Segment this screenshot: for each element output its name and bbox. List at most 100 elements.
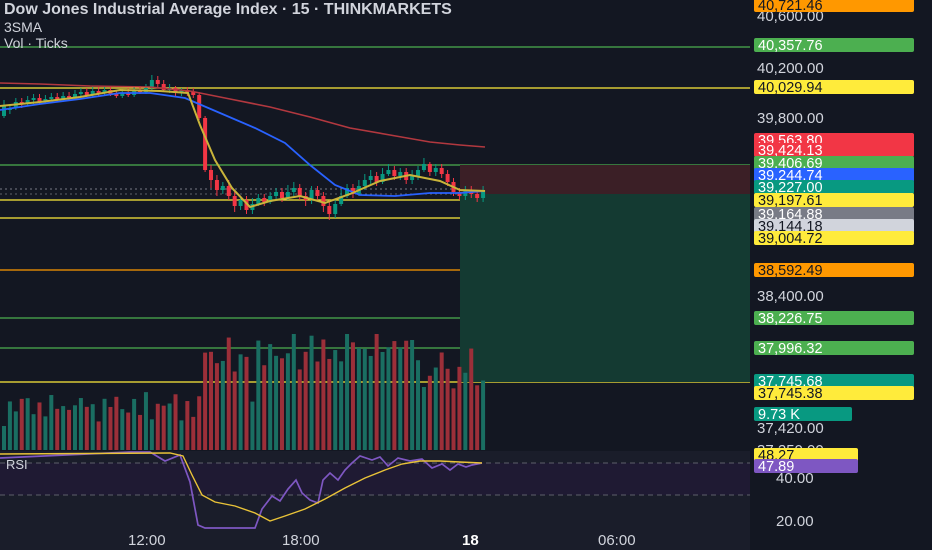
rsi-tag-label: 47.89: [758, 459, 794, 475]
price-tag-label: 39,227.00: [758, 180, 823, 196]
volume-bar: [19, 398, 24, 450]
volume-bar: [120, 409, 125, 450]
price-tag-label: 39,004.72: [758, 231, 823, 247]
volume-bar: [345, 334, 350, 450]
volume-bar: [333, 350, 338, 450]
price-tick-label: 40,200.00: [757, 60, 824, 77]
candle: [416, 166, 421, 180]
price-tick-label: 38,400.00: [757, 288, 824, 305]
candle: [309, 186, 314, 204]
volume-bar: [167, 403, 172, 450]
candle: [191, 88, 196, 98]
volume-bar: [350, 342, 355, 450]
price-tag[interactable]: 39,424.13: [754, 143, 914, 159]
volume-bar: [13, 411, 18, 450]
candle: [78, 88, 83, 96]
price-tag[interactable]: 39,227.00: [754, 180, 914, 196]
volume-bar: [232, 371, 237, 450]
volume-bar: [457, 366, 462, 450]
volume-bar: [268, 344, 273, 450]
volume-indicator-label[interactable]: Vol · Ticks: [4, 35, 68, 51]
candle: [244, 196, 249, 214]
volume-bar: [410, 340, 415, 450]
volume-bar: [285, 353, 290, 450]
chart-title: Dow Jones Industrial Average Index · 15 …: [4, 1, 452, 18]
volume-bar: [463, 372, 468, 450]
volume-bar: [179, 420, 184, 450]
rsi-oversold-zone: [0, 463, 750, 495]
sma-indicator-label[interactable]: 3SMA: [4, 19, 43, 35]
volume-bar: [362, 348, 367, 450]
rsi-tick-label: 40.00: [776, 470, 814, 487]
price-tag-label: 39,197.61: [758, 193, 823, 209]
price-tag[interactable]: 40,721.46: [754, 0, 914, 14]
candle: [350, 184, 355, 198]
candle: [209, 165, 214, 188]
candle: [203, 116, 208, 172]
candle: [398, 168, 403, 180]
volume-bar: [114, 396, 119, 450]
price-tag-label: 9.73 K: [758, 407, 800, 423]
volume-bar: [31, 414, 36, 450]
volume-bar: [143, 392, 148, 450]
candle: [368, 170, 373, 184]
volume-bar: [475, 385, 480, 450]
volume-bar: [339, 361, 344, 450]
candle: [268, 192, 273, 204]
volume-bar: [132, 398, 137, 450]
volume-bar: [203, 352, 208, 450]
price-tag-label: 40,721.46: [758, 0, 823, 14]
volume-bar: [138, 414, 143, 450]
sma-mid-line: [0, 92, 486, 197]
volume-bar: [49, 395, 54, 450]
volume-bar: [439, 352, 444, 450]
price-tag[interactable]: 40,357.76: [754, 38, 914, 54]
price-tag[interactable]: 39,004.72: [754, 231, 914, 247]
price-tag[interactable]: 40,029.94: [754, 80, 914, 96]
volume-bar: [433, 367, 438, 450]
position-loss-zone: [460, 165, 750, 194]
price-tag[interactable]: 37,745.38: [754, 386, 914, 402]
volume-bar: [374, 334, 379, 450]
volume-bar: [126, 412, 131, 450]
volume-bar: [392, 341, 397, 450]
volume-bar: [244, 356, 249, 450]
rsi-line: [0, 451, 483, 529]
candle: [220, 182, 225, 194]
price-tag[interactable]: 38,226.75: [754, 311, 914, 327]
price-tag-label: 38,592.49: [758, 263, 823, 279]
volume-bar: [250, 401, 255, 450]
price-axis[interactable]: 40,600.00 40,200.00 39,800.00 38,400.00 37,4…: [754, 0, 914, 459]
time-axis[interactable]: 12:00 18:00 18 06:00: [128, 532, 636, 549]
rsi-ma-line: [0, 452, 483, 522]
volume-bar: [43, 416, 48, 450]
price-tick-label: 40,600.00: [757, 8, 824, 25]
price-tag[interactable]: 9.73 K: [754, 407, 852, 423]
volume-bar: [297, 369, 302, 450]
candle: [262, 194, 267, 206]
volume-bar: [279, 358, 284, 450]
position-profit-zone: [460, 194, 750, 382]
volume-bar: [451, 388, 456, 450]
volume-bar: [37, 402, 42, 450]
price-tag[interactable]: 38,592.49: [754, 263, 914, 279]
price-tag[interactable]: 37,996.32: [754, 341, 914, 357]
rsi-tag[interactable]: 47.89: [754, 459, 858, 475]
price-tag[interactable]: 39,197.61: [754, 193, 914, 209]
price-tag-label: 37,996.32: [758, 341, 823, 357]
sma-slow-line: [0, 82, 486, 148]
volume-bar: [380, 351, 385, 450]
volume-bar: [256, 340, 261, 450]
volume-bar: [469, 348, 474, 450]
volume-bar: [309, 335, 314, 450]
candle: [386, 164, 391, 176]
candle: [327, 200, 332, 220]
volume-bar: [274, 355, 279, 450]
time-label-day-18: 18: [462, 532, 479, 549]
volume-bar: [291, 334, 296, 450]
volume-bar: [155, 403, 160, 450]
time-label-06-00: 06:00: [598, 532, 636, 549]
price-tick-label: 39,800.00: [757, 110, 824, 127]
